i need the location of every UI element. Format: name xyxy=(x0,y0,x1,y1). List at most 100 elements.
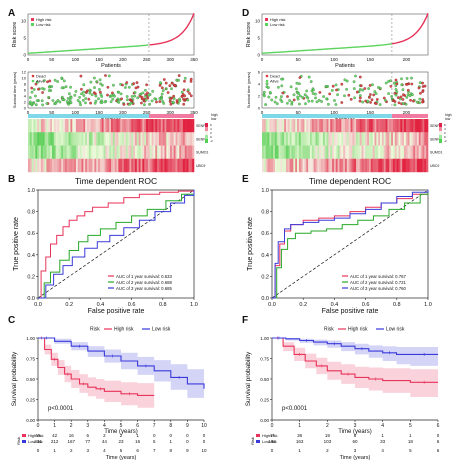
y-tick-label: 10 xyxy=(255,18,261,23)
heatmap-scale-label: 0 xyxy=(444,135,446,139)
heatmap-cell xyxy=(39,158,42,173)
point-alive xyxy=(56,80,59,83)
point-alive xyxy=(78,100,82,104)
heatmap-cell xyxy=(31,132,34,146)
point-dead xyxy=(368,84,372,87)
heatmap-cell xyxy=(188,158,191,173)
x-tick-label: 0.4 xyxy=(97,302,105,308)
point-dead xyxy=(166,91,170,94)
heatmap-cell xyxy=(96,158,99,173)
heatmap-cell xyxy=(278,132,281,146)
heatmap-cell xyxy=(378,145,381,159)
heatmap-cell xyxy=(378,132,381,146)
point-alive xyxy=(133,94,137,98)
x-tick-label: 3 xyxy=(86,423,89,429)
heatmap-cell xyxy=(284,119,287,133)
point-dead xyxy=(412,99,415,103)
heatmap-cell xyxy=(308,119,311,133)
point-alive xyxy=(410,76,413,80)
risk-table-value: 8 xyxy=(354,433,357,438)
heatmap-cell xyxy=(103,158,106,173)
heatmap-cell xyxy=(48,119,51,133)
heatmap-cell xyxy=(192,132,195,146)
point-alive xyxy=(141,91,145,95)
heatmap-cell xyxy=(267,132,270,146)
point-dead xyxy=(170,81,174,85)
point-dead xyxy=(382,96,386,100)
heatmap-cell xyxy=(396,145,399,159)
point-alive xyxy=(28,96,32,99)
heatmap-cell xyxy=(46,145,49,159)
point-alive xyxy=(88,88,92,92)
heatmap-cell xyxy=(376,132,379,146)
risk-table-value: 47 xyxy=(269,433,275,438)
heatmap-cell xyxy=(157,119,160,133)
heatmap-cell xyxy=(77,119,80,133)
heatmap-cell xyxy=(295,145,298,159)
heatmap-cell xyxy=(297,145,300,159)
risk-table-value: 42 xyxy=(52,433,58,438)
heatmap-scale-label: 4 xyxy=(444,127,446,131)
survival-curve-high xyxy=(272,337,438,383)
heatmap-cell xyxy=(356,145,359,159)
heatmap-cell xyxy=(297,158,300,173)
heatmap-cell xyxy=(151,158,154,173)
heatmap-cell xyxy=(387,158,390,173)
heatmap-cell xyxy=(354,158,357,173)
risk-table-value: 0 xyxy=(186,439,189,444)
heatmap-cell xyxy=(181,145,184,159)
x-tick-label: 250 xyxy=(143,110,151,115)
heatmap-cell xyxy=(179,132,182,146)
heatmap-cell xyxy=(168,158,171,173)
heatmap-cell xyxy=(74,158,77,173)
y-tick-label: 8 xyxy=(24,82,27,87)
heatmap-cell xyxy=(66,119,69,133)
heatmap-cell xyxy=(48,158,51,173)
survival-curve-low xyxy=(38,337,205,389)
point-dead xyxy=(168,100,172,103)
heatmap-cell xyxy=(359,145,362,159)
point-dead xyxy=(46,80,49,84)
heatmap-cell xyxy=(31,158,34,173)
heatmap-cell xyxy=(103,119,106,133)
point-alive xyxy=(312,88,315,92)
heatmap-cell xyxy=(330,158,333,173)
heatmap-cell xyxy=(138,119,141,133)
legend-label-3: AUC of 3 year survival: 0.760 xyxy=(350,286,406,291)
heatmap-cell xyxy=(422,132,425,146)
heatmap-scale-label: -2 xyxy=(210,139,213,143)
heatmap-cell xyxy=(293,145,296,159)
heatmap-cell xyxy=(61,158,64,173)
point-alive xyxy=(103,100,107,104)
legend-label-high: High risk xyxy=(270,17,286,22)
point-alive xyxy=(352,87,356,90)
heatmap-cell xyxy=(127,132,130,146)
heatmap-cell xyxy=(146,145,149,159)
heatmap-cell xyxy=(107,145,110,159)
heatmap-cell xyxy=(326,145,329,159)
point-dead xyxy=(169,102,173,106)
point-alive xyxy=(69,101,73,105)
heatmap-cell xyxy=(372,145,375,159)
heatmap-cell xyxy=(35,145,38,159)
point-alive xyxy=(367,87,370,90)
heatmap-cell xyxy=(101,158,104,173)
heatmap-scale-swatch xyxy=(205,139,208,143)
heatmap-cell xyxy=(147,145,151,159)
heatmap-cell xyxy=(348,158,351,173)
point-alive xyxy=(48,85,51,89)
heatmap-cell xyxy=(42,119,45,133)
heatmap-cell xyxy=(151,132,154,146)
heatmap-cell xyxy=(321,132,324,146)
heatmap-cell xyxy=(134,119,138,133)
point-dead xyxy=(358,99,362,103)
risk-table-row-label: Low risk xyxy=(28,439,43,444)
point-alive xyxy=(143,103,146,107)
x-tick-label: 0.0 xyxy=(34,302,42,308)
heatmap-cell xyxy=(315,119,318,133)
y-axis-label: True positive rate xyxy=(247,217,254,271)
heatmap-cell xyxy=(81,158,84,173)
point-alive xyxy=(144,95,147,98)
heatmap-cell xyxy=(129,132,132,146)
